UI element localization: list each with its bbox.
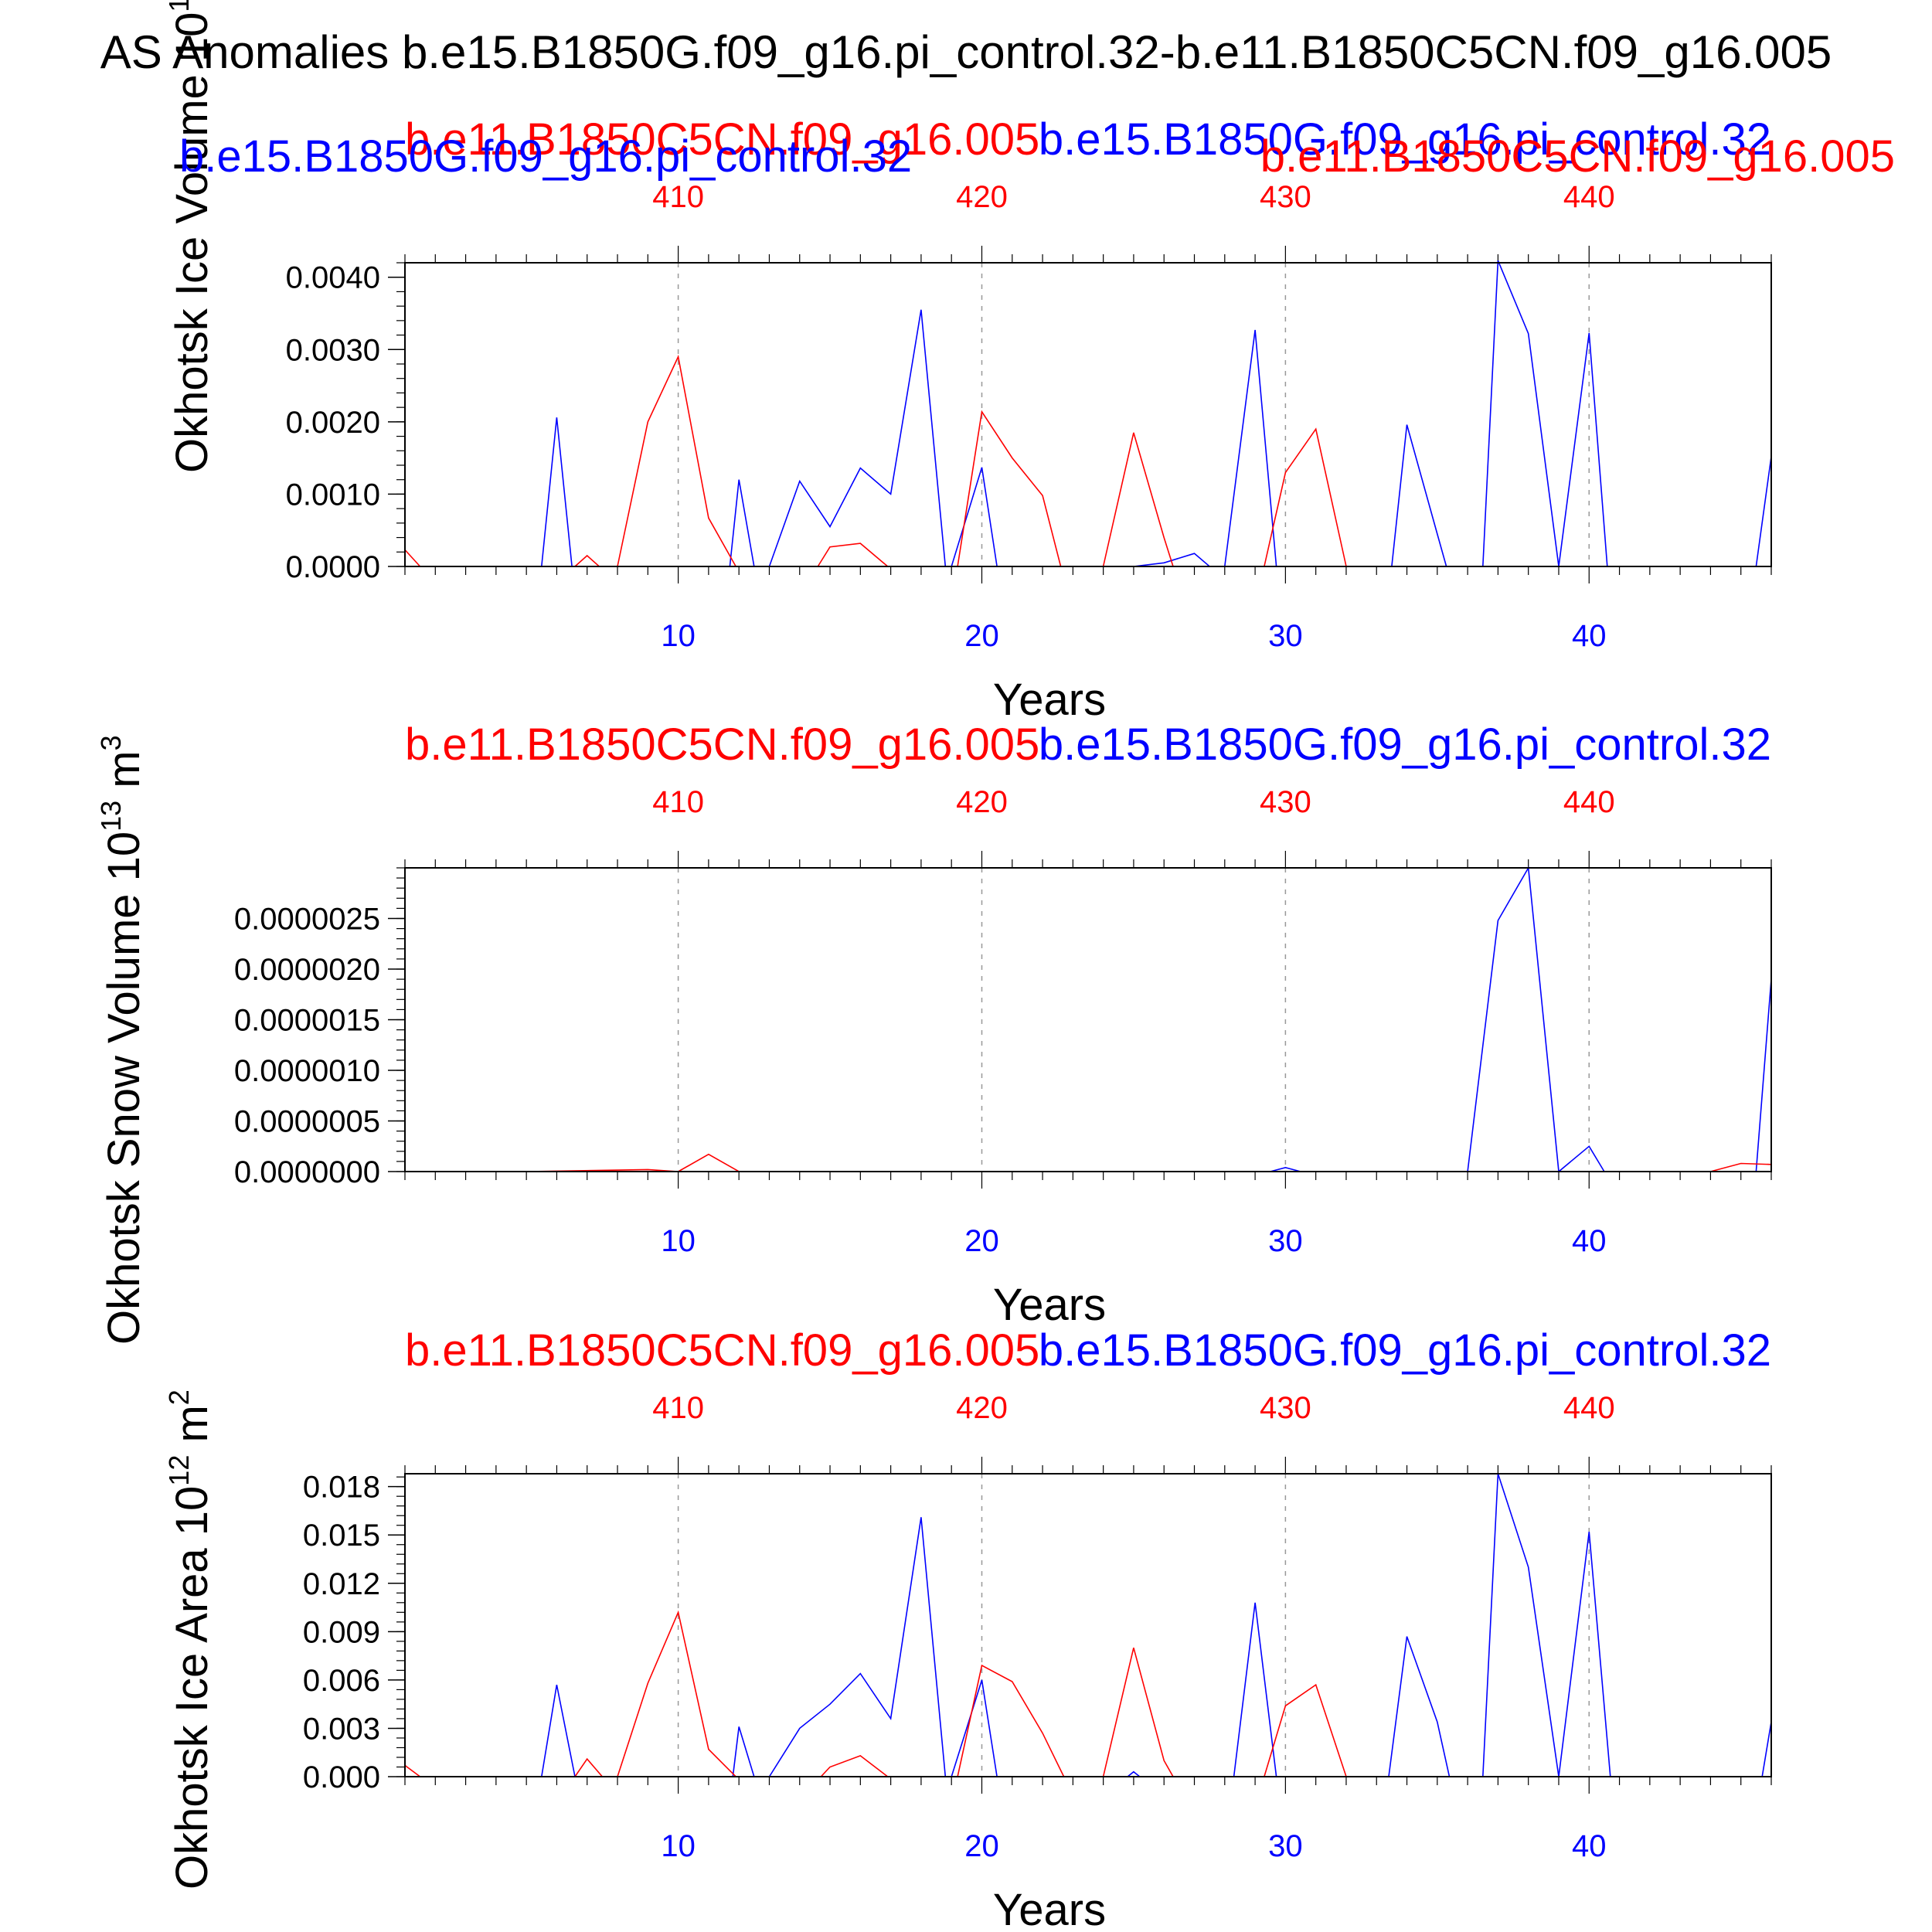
x-axis-label: Years — [993, 1885, 1106, 1932]
y-tick-label: 0.0040 — [286, 261, 380, 295]
chart-panel-2: 0.0000000 0.0000005 0.0000010 0.0000015 0.00… — [95, 719, 1772, 1345]
bottom-x-tick-label: 20 — [964, 1829, 999, 1863]
y-axis-label-exponent: 13 — [95, 801, 127, 832]
y-axis-label-exponent: 13 — [163, 0, 195, 12]
y-axis-label: Okhotsk Snow Volume 1013 m3 — [95, 735, 149, 1345]
top-x-tick-label: 430 — [1260, 180, 1311, 214]
top-x-tick-label: 430 — [1260, 785, 1311, 819]
y-tick-label: 0.009 — [303, 1615, 380, 1649]
y-tick-label: 0.0000005 — [234, 1105, 380, 1139]
bottom-x-tick-label: 30 — [1268, 1829, 1303, 1863]
y-axis-label-unit: m — [167, 1405, 217, 1454]
bottom-x-tick-label: 40 — [1572, 1829, 1607, 1863]
plot-frame — [404, 867, 1772, 1172]
bottom-x-tick-label: 30 — [1268, 1224, 1303, 1258]
y-axis-label-text: Okhotsk Ice Volume 10 — [167, 12, 217, 473]
bottom-x-tick-label: 10 — [661, 1829, 696, 1863]
legend-label-case-b: b.e11.B1850C5CN.f09_g16.005 — [405, 1325, 1039, 1376]
plot-frame — [404, 262, 1772, 567]
y-tick-label: 0.0020 — [286, 406, 380, 440]
top-x-tick-label: 440 — [1563, 1391, 1615, 1425]
y-axis-label: Okhotsk Ice Area 1012 m2 — [163, 1389, 217, 1889]
y-tick-label: 0.018 — [303, 1471, 380, 1505]
y-tick-label: 0.0000010 — [234, 1054, 380, 1088]
plot-frame — [404, 1473, 1772, 1777]
y-axis-label-exponent: 12 — [163, 1455, 195, 1486]
y-tick-label: 0.0000 — [286, 550, 380, 584]
chart-panel-1: 0.0000 0.0010 0.0020 0.0030 0.0040 10 20 30 40 41… — [163, 0, 1895, 725]
y-axis-label: Okhotsk Ice Volume 1013 m3 — [163, 0, 217, 473]
top-x-tick-label: 410 — [652, 180, 704, 214]
y-tick-label: 0.0000000 — [234, 1155, 380, 1189]
y-axis-label-text: Okhotsk Ice Area 10 — [167, 1486, 217, 1889]
panels: 0.0000 0.0010 0.0020 0.0030 0.0040 10 20 30 40 41… — [95, 0, 1895, 1932]
legend-label-case-a-second: b.e15.B1850G.f09_g16.pi_control.32 — [179, 131, 912, 182]
x-axis-label: Years — [993, 1280, 1106, 1330]
top-x-tick-label: 410 — [652, 785, 704, 819]
bottom-x-tick-label: 20 — [964, 1224, 999, 1258]
y-tick-label: 0.000 — [303, 1760, 380, 1794]
y-tick-label: 0.015 — [303, 1519, 380, 1553]
top-x-tick-label: 440 — [1563, 180, 1615, 214]
top-x-tick-label: 430 — [1260, 1391, 1311, 1425]
legend-label-case-b-second: b.e11.B1850C5CN.f09_g16.005 — [1260, 131, 1895, 182]
top-x-tick-label: 440 — [1563, 785, 1615, 819]
y-axis-label-unit-exponent: 3 — [95, 735, 127, 750]
chart-panel-3: 0.000 0.003 0.006 0.009 0.012 0.015 0.018 10 20 3… — [163, 1325, 1772, 1932]
bottom-x-tick-label: 20 — [964, 619, 999, 653]
y-tick-label: 0.0030 — [286, 333, 380, 367]
y-axis-label-unit: m — [99, 750, 149, 800]
legend-label-case-a: b.e15.B1850G.f09_g16.pi_control.32 — [1039, 1325, 1771, 1376]
y-tick-label: 0.0000020 — [234, 953, 380, 987]
y-tick-label: 0.012 — [303, 1567, 380, 1601]
legend-label-case-b: b.e11.B1850C5CN.f09_g16.005 — [405, 719, 1039, 770]
legend-label-case-b: b.e11.B1850C5CN.f09_g16.005 — [405, 114, 1039, 165]
bottom-x-tick-label: 40 — [1572, 1224, 1607, 1258]
top-x-tick-label: 410 — [652, 1391, 704, 1425]
bottom-x-tick-label: 30 — [1268, 619, 1303, 653]
y-tick-label: 0.006 — [303, 1664, 380, 1698]
y-axis-label-text: Okhotsk Snow Volume 10 — [99, 832, 149, 1345]
bottom-x-tick-label: 10 — [661, 1224, 696, 1258]
bottom-x-tick-label: 40 — [1572, 619, 1607, 653]
y-tick-label: 0.0000015 — [234, 1004, 380, 1038]
y-tick-label: 0.003 — [303, 1712, 380, 1746]
bottom-x-tick-label: 10 — [661, 619, 696, 653]
top-x-tick-label: 420 — [956, 1391, 1008, 1425]
page-title: AS Anomalies b.e15.B1850G.f09_g16.pi_con… — [100, 26, 1832, 78]
legend-label-case-a: b.e15.B1850G.f09_g16.pi_control.32 — [1039, 114, 1771, 165]
top-x-tick-label: 420 — [956, 785, 1008, 819]
y-tick-label: 0.0000025 — [234, 903, 380, 937]
y-tick-label: 0.0010 — [286, 478, 380, 512]
legend-label-case-a: b.e15.B1850G.f09_g16.pi_control.32 — [1039, 719, 1771, 770]
x-axis-label: Years — [993, 675, 1106, 725]
top-x-tick-label: 420 — [956, 180, 1008, 214]
y-axis-label-unit-exponent: 2 — [163, 1389, 195, 1405]
